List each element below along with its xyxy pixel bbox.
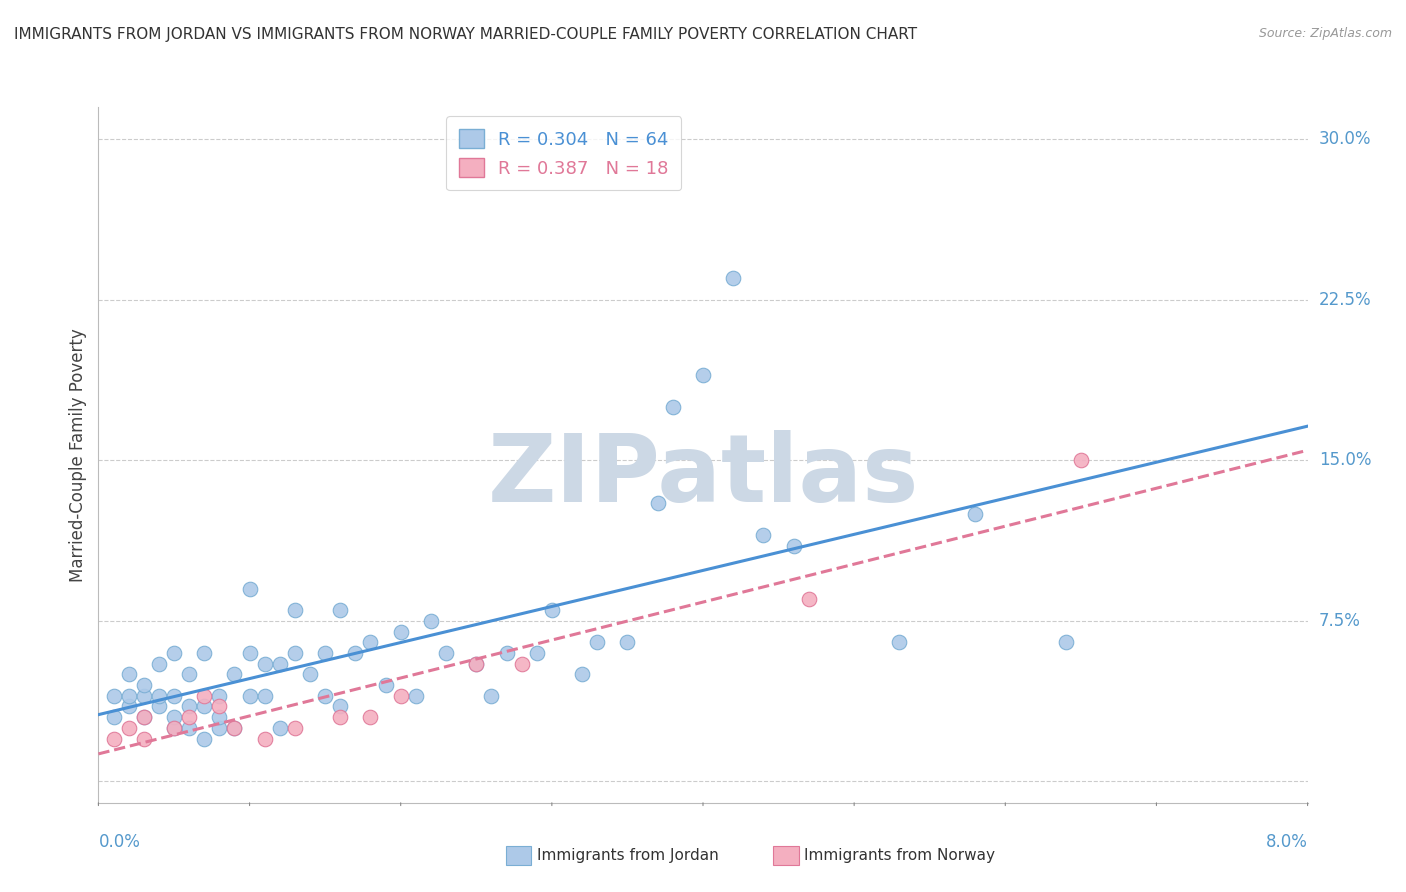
Point bbox=[208, 699, 231, 714]
Point bbox=[179, 667, 201, 681]
Point bbox=[208, 689, 231, 703]
Point bbox=[314, 689, 336, 703]
Point bbox=[148, 689, 170, 703]
Point bbox=[163, 721, 186, 735]
Point bbox=[103, 689, 125, 703]
Point bbox=[132, 731, 155, 746]
Text: 22.5%: 22.5% bbox=[1319, 291, 1371, 309]
Point bbox=[163, 646, 186, 660]
Text: Immigrants from Norway: Immigrants from Norway bbox=[804, 848, 995, 863]
Point bbox=[434, 646, 457, 660]
Point bbox=[692, 368, 714, 382]
Point bbox=[103, 731, 125, 746]
Point bbox=[465, 657, 488, 671]
Point bbox=[526, 646, 548, 660]
Point bbox=[132, 678, 155, 692]
Point bbox=[479, 689, 503, 703]
Point bbox=[148, 657, 170, 671]
Point bbox=[132, 710, 155, 724]
Point bbox=[389, 689, 412, 703]
Point bbox=[540, 603, 562, 617]
Text: ZIPatlas: ZIPatlas bbox=[488, 430, 918, 522]
Point bbox=[586, 635, 609, 649]
Point bbox=[329, 710, 352, 724]
Point bbox=[329, 699, 352, 714]
Point bbox=[405, 689, 427, 703]
Point bbox=[193, 699, 215, 714]
Point bbox=[965, 507, 987, 521]
Point bbox=[571, 667, 593, 681]
Point bbox=[329, 603, 352, 617]
Point bbox=[118, 699, 141, 714]
Point bbox=[797, 592, 820, 607]
Point bbox=[239, 689, 262, 703]
Point bbox=[118, 689, 141, 703]
Text: Source: ZipAtlas.com: Source: ZipAtlas.com bbox=[1258, 27, 1392, 40]
Point bbox=[661, 400, 683, 414]
Point bbox=[314, 646, 336, 660]
Point bbox=[752, 528, 775, 542]
Text: IMMIGRANTS FROM JORDAN VS IMMIGRANTS FROM NORWAY MARRIED-COUPLE FAMILY POVERTY C: IMMIGRANTS FROM JORDAN VS IMMIGRANTS FRO… bbox=[14, 27, 917, 42]
Point bbox=[179, 721, 201, 735]
Point bbox=[359, 710, 381, 724]
Point bbox=[253, 657, 276, 671]
Point bbox=[193, 731, 215, 746]
Point bbox=[179, 699, 201, 714]
Point bbox=[374, 678, 396, 692]
Y-axis label: Married-Couple Family Poverty: Married-Couple Family Poverty bbox=[69, 328, 87, 582]
Point bbox=[193, 646, 215, 660]
Point bbox=[253, 689, 276, 703]
Point bbox=[723, 271, 745, 285]
Point bbox=[118, 721, 141, 735]
Point bbox=[253, 731, 276, 746]
Point bbox=[284, 646, 307, 660]
Text: 7.5%: 7.5% bbox=[1319, 612, 1361, 630]
Point bbox=[224, 721, 246, 735]
Legend: R = 0.304   N = 64, R = 0.387   N = 18: R = 0.304 N = 64, R = 0.387 N = 18 bbox=[446, 116, 682, 190]
Point bbox=[344, 646, 367, 660]
Point bbox=[284, 603, 307, 617]
Point bbox=[132, 710, 155, 724]
Point bbox=[163, 710, 186, 724]
Text: 0.0%: 0.0% bbox=[98, 833, 141, 851]
Point bbox=[103, 710, 125, 724]
Point bbox=[193, 689, 215, 703]
Point bbox=[239, 582, 262, 596]
Point bbox=[299, 667, 322, 681]
Point bbox=[269, 657, 291, 671]
Point bbox=[419, 614, 441, 628]
Point bbox=[889, 635, 911, 649]
Text: 15.0%: 15.0% bbox=[1319, 451, 1371, 469]
Point bbox=[224, 667, 246, 681]
Point bbox=[163, 689, 186, 703]
Point bbox=[1070, 453, 1092, 467]
Point bbox=[782, 539, 804, 553]
Point bbox=[359, 635, 381, 649]
Point bbox=[224, 721, 246, 735]
Text: 8.0%: 8.0% bbox=[1265, 833, 1308, 851]
Point bbox=[239, 646, 262, 660]
Point bbox=[616, 635, 638, 649]
Point bbox=[148, 699, 170, 714]
Point bbox=[510, 657, 533, 671]
Text: Immigrants from Jordan: Immigrants from Jordan bbox=[537, 848, 718, 863]
Point bbox=[179, 710, 201, 724]
Point bbox=[208, 721, 231, 735]
Point bbox=[465, 657, 488, 671]
Point bbox=[389, 624, 412, 639]
Point bbox=[163, 721, 186, 735]
Point bbox=[495, 646, 517, 660]
Point bbox=[118, 667, 141, 681]
Point bbox=[284, 721, 307, 735]
Point bbox=[208, 710, 231, 724]
Point bbox=[132, 689, 155, 703]
Point bbox=[269, 721, 291, 735]
Point bbox=[647, 496, 669, 510]
Point bbox=[1054, 635, 1077, 649]
Text: 30.0%: 30.0% bbox=[1319, 130, 1371, 148]
